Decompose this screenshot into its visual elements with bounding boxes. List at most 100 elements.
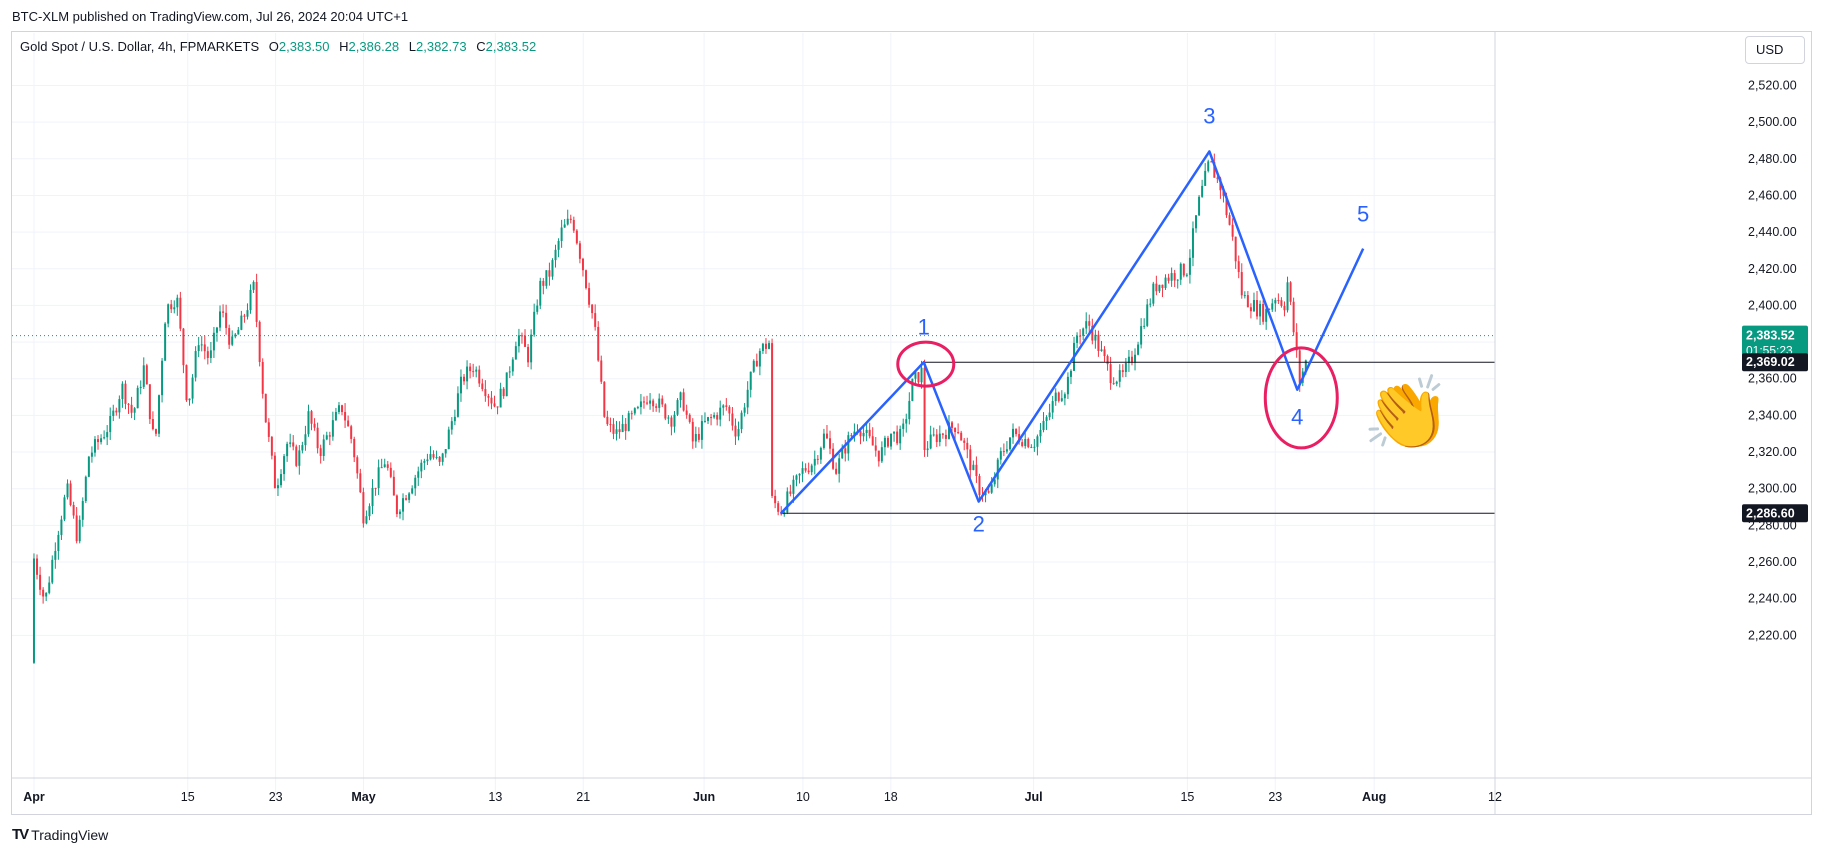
candle-body <box>377 467 380 489</box>
candle-body <box>72 504 75 516</box>
candle-body <box>1295 332 1298 351</box>
candle-body <box>1085 321 1088 329</box>
candle-body <box>789 491 792 494</box>
candle-body <box>280 474 283 486</box>
candle-body <box>1185 274 1188 276</box>
candle-body <box>530 334 533 363</box>
footer-brand[interactable]: TV TradingView <box>12 826 108 843</box>
candle-body <box>1036 436 1039 447</box>
candle-body <box>188 398 191 401</box>
candle-body <box>1021 442 1024 447</box>
time-tick-label: Aug <box>1362 790 1386 804</box>
candle-body <box>276 485 279 489</box>
candle-body <box>694 433 697 442</box>
candle-body <box>548 270 551 277</box>
candle-body <box>609 424 612 426</box>
candle-body <box>1127 356 1130 363</box>
candle-body <box>1164 277 1167 289</box>
candle-body <box>499 388 502 408</box>
candle-body <box>484 389 487 397</box>
candle-body <box>551 260 554 277</box>
candle-body <box>426 459 429 462</box>
candle-body <box>212 332 215 351</box>
currency-selector[interactable]: USD <box>1745 36 1805 64</box>
candle-body <box>752 360 755 372</box>
close-value: 2,383.52 <box>485 39 537 54</box>
symbol-title[interactable]: Gold Spot / U.S. Dollar, 4h, FPMARKETS <box>20 39 260 54</box>
wave-label-5: 5 <box>1357 202 1369 227</box>
candle-body <box>386 464 389 468</box>
candle-body <box>1256 300 1259 317</box>
candle-body <box>652 400 655 407</box>
open-label: O <box>268 39 279 54</box>
time-tick-label: 15 <box>1180 790 1194 804</box>
candle-body <box>472 371 475 373</box>
candle-body <box>1130 356 1133 363</box>
candle-body <box>581 258 584 271</box>
candle-body <box>1274 300 1277 304</box>
candle-body <box>344 412 347 421</box>
candle-body <box>1213 161 1216 178</box>
candle-body <box>1249 307 1252 312</box>
price-tick-label: 2,440.00 <box>1748 225 1797 239</box>
candle-body <box>685 410 688 415</box>
candle-body <box>170 304 173 310</box>
candle-body <box>93 439 96 453</box>
candle-body <box>179 297 182 329</box>
candle-body <box>463 376 466 382</box>
candle-body <box>106 432 109 438</box>
candle-body <box>398 511 401 515</box>
wave-label-1: 1 <box>918 314 930 339</box>
candle-body <box>868 429 871 437</box>
candle-body <box>569 218 572 220</box>
candle-body <box>502 388 505 397</box>
candle-body <box>1143 325 1146 327</box>
candle-body <box>136 387 139 409</box>
price-tick-label: 2,300.00 <box>1748 482 1797 496</box>
candle-body <box>725 405 728 407</box>
candle-body <box>1103 349 1106 357</box>
candle-body <box>999 451 1002 460</box>
candle-body <box>1265 308 1268 322</box>
price-tick-label: 2,460.00 <box>1748 188 1797 202</box>
grid <box>12 33 1496 800</box>
candle-body <box>764 343 767 349</box>
candle-body <box>444 449 447 454</box>
time-axis[interactable]: Apr 15 23 May 13 21 Jun 10 18 Jul 15 23 Aug 12 <box>12 777 1811 804</box>
wave-path <box>780 150 1365 515</box>
candle-body <box>572 219 575 231</box>
candle-body <box>630 413 633 415</box>
candle-body <box>597 326 600 361</box>
symbol-legend[interactable]: Gold Spot / U.S. Dollar, 4h, FPMARKETS O… <box>20 39 536 54</box>
candle-body <box>566 218 569 225</box>
candle-body <box>1002 451 1005 453</box>
candle-body <box>151 419 154 430</box>
candle-body <box>1115 381 1118 384</box>
wave-label-4: 4 <box>1291 405 1303 430</box>
candle-body <box>737 429 740 437</box>
candle-body <box>194 351 197 378</box>
candle-body <box>313 423 316 428</box>
candle-body <box>325 435 328 440</box>
candle-body <box>1137 344 1140 355</box>
price-axis[interactable]: 2,220.002,240.002,260.002,280.002,300.00… <box>1494 32 1808 814</box>
candle-body <box>392 476 395 496</box>
candle-body <box>575 230 578 244</box>
candle-body <box>112 410 115 416</box>
candle-body <box>362 492 365 524</box>
candle-body <box>441 453 444 462</box>
candle-body <box>1228 215 1231 225</box>
candle-body <box>1210 161 1213 163</box>
candle-body <box>145 365 148 385</box>
candle-body <box>231 336 234 345</box>
candle-body <box>591 304 594 314</box>
candle-body <box>1292 301 1295 333</box>
candle-body <box>100 438 103 443</box>
candle-body <box>365 516 368 524</box>
candle-body <box>81 501 84 520</box>
time-tick-label: May <box>351 790 375 804</box>
candle-body <box>1271 303 1274 310</box>
candle-body <box>1057 392 1060 401</box>
candle-body <box>655 406 658 408</box>
